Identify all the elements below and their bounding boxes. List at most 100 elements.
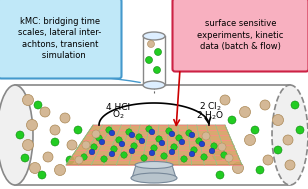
Circle shape (82, 141, 90, 149)
Circle shape (186, 130, 192, 136)
Ellipse shape (135, 161, 173, 169)
Circle shape (169, 149, 175, 155)
Circle shape (213, 149, 224, 160)
Circle shape (221, 152, 227, 158)
Circle shape (89, 149, 95, 155)
Ellipse shape (272, 85, 308, 185)
Circle shape (60, 113, 70, 123)
Circle shape (156, 136, 162, 142)
Circle shape (141, 155, 147, 161)
Circle shape (109, 151, 115, 157)
Circle shape (66, 156, 74, 164)
Circle shape (74, 126, 82, 134)
Circle shape (40, 107, 50, 117)
Ellipse shape (143, 32, 165, 40)
Circle shape (209, 148, 215, 154)
Circle shape (148, 40, 155, 47)
Circle shape (189, 151, 195, 157)
Circle shape (291, 101, 299, 109)
Text: 2 Cl$_2$: 2 Cl$_2$ (199, 101, 221, 113)
Circle shape (139, 138, 145, 144)
Circle shape (169, 131, 175, 137)
Circle shape (216, 171, 224, 179)
Polygon shape (66, 125, 242, 165)
Circle shape (274, 146, 282, 154)
Circle shape (55, 164, 66, 176)
Circle shape (116, 137, 122, 143)
Circle shape (43, 152, 53, 162)
Text: O$_2$: O$_2$ (112, 109, 124, 121)
Circle shape (296, 126, 304, 134)
Circle shape (126, 129, 132, 135)
Circle shape (151, 145, 157, 151)
Circle shape (285, 160, 295, 170)
Circle shape (109, 130, 115, 136)
Circle shape (161, 153, 167, 159)
Circle shape (136, 134, 142, 140)
Circle shape (92, 130, 100, 138)
Circle shape (251, 126, 259, 134)
Circle shape (176, 135, 182, 141)
Ellipse shape (131, 173, 177, 183)
Circle shape (51, 138, 59, 146)
Circle shape (155, 49, 161, 56)
Circle shape (22, 139, 34, 150)
Circle shape (146, 126, 152, 132)
Circle shape (283, 135, 293, 145)
Circle shape (75, 156, 83, 164)
Circle shape (99, 139, 105, 145)
Text: kMC: bridging time
scales, lateral inter-
achtons, transient
   simulation: kMC: bridging time scales, lateral inter… (18, 17, 102, 60)
Circle shape (240, 106, 250, 118)
Circle shape (129, 148, 135, 154)
Circle shape (38, 171, 46, 179)
Circle shape (196, 138, 202, 144)
Text: surface sensitive
experiments, kinetic
data (batch & flow): surface sensitive experiments, kinetic d… (197, 19, 284, 51)
Circle shape (245, 135, 256, 146)
Circle shape (153, 67, 160, 74)
Circle shape (96, 135, 102, 141)
Circle shape (106, 127, 112, 133)
Circle shape (149, 129, 155, 135)
Circle shape (30, 163, 40, 174)
Circle shape (121, 152, 127, 158)
Circle shape (22, 94, 34, 105)
Circle shape (189, 132, 195, 138)
Circle shape (67, 140, 77, 150)
Ellipse shape (0, 85, 33, 185)
Circle shape (129, 132, 135, 138)
Circle shape (166, 128, 172, 134)
Circle shape (181, 156, 187, 162)
Circle shape (145, 57, 152, 64)
Circle shape (131, 143, 137, 149)
Circle shape (171, 144, 177, 150)
Circle shape (220, 95, 230, 105)
Circle shape (34, 101, 42, 109)
Polygon shape (132, 165, 176, 178)
Circle shape (191, 147, 197, 153)
Circle shape (149, 150, 155, 156)
Circle shape (225, 154, 233, 162)
Circle shape (263, 155, 273, 165)
Circle shape (218, 143, 226, 151)
Circle shape (21, 154, 29, 162)
Text: 4 HCl: 4 HCl (106, 102, 130, 112)
Circle shape (256, 166, 264, 174)
Circle shape (26, 119, 38, 130)
FancyBboxPatch shape (172, 0, 308, 71)
Circle shape (201, 154, 207, 160)
Circle shape (16, 131, 24, 139)
Text: 2 H$_2$O: 2 H$_2$O (196, 110, 224, 122)
Circle shape (228, 116, 236, 124)
FancyBboxPatch shape (0, 0, 121, 78)
Circle shape (179, 139, 185, 145)
Circle shape (111, 146, 117, 152)
Circle shape (211, 143, 217, 149)
Circle shape (91, 144, 97, 150)
Circle shape (260, 100, 270, 110)
Circle shape (202, 132, 210, 140)
Circle shape (81, 154, 87, 160)
Circle shape (273, 115, 283, 125)
Circle shape (101, 156, 107, 162)
Circle shape (199, 141, 205, 147)
Circle shape (119, 141, 125, 147)
